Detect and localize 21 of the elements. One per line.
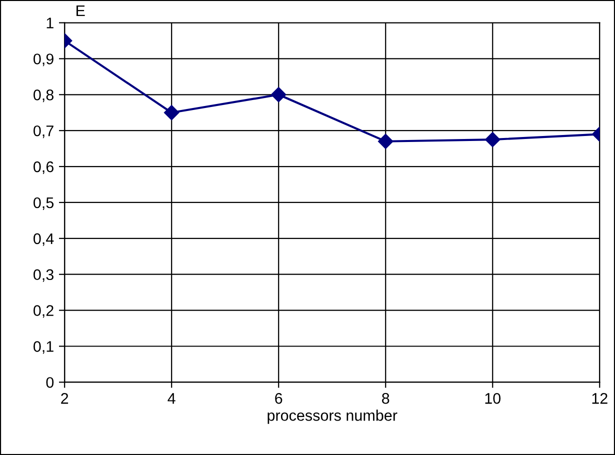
x-tick-label: 12 (592, 393, 608, 404)
y-tick-label: 0,7 (34, 125, 54, 138)
y-tick-label: 0 (46, 377, 54, 388)
x-axis-title: processors number (268, 410, 398, 424)
y-tick-label: 1 (46, 18, 54, 28)
y-tick-label: 0,5 (34, 197, 54, 210)
y-tick-label: 0,8 (34, 90, 54, 102)
y-tick-label: 0,9 (34, 54, 54, 66)
y-tick-label: 0,3 (34, 269, 54, 282)
point (378, 134, 394, 149)
y-tick-label: 0,2 (34, 305, 54, 318)
y-axis-title: E (76, 5, 85, 16)
point (271, 87, 286, 102)
x-tick-label: 6 (275, 393, 282, 404)
y-tick-label: 0,6 (34, 161, 54, 174)
x-tick-label: 10 (485, 393, 501, 404)
x-tick-label: 4 (168, 393, 176, 404)
y-tick-label: 0,1 (34, 341, 54, 354)
x-tick-label: 8 (382, 393, 390, 404)
x-tick-label: 2 (61, 393, 68, 404)
y-tick-label: 0,4 (34, 233, 54, 246)
